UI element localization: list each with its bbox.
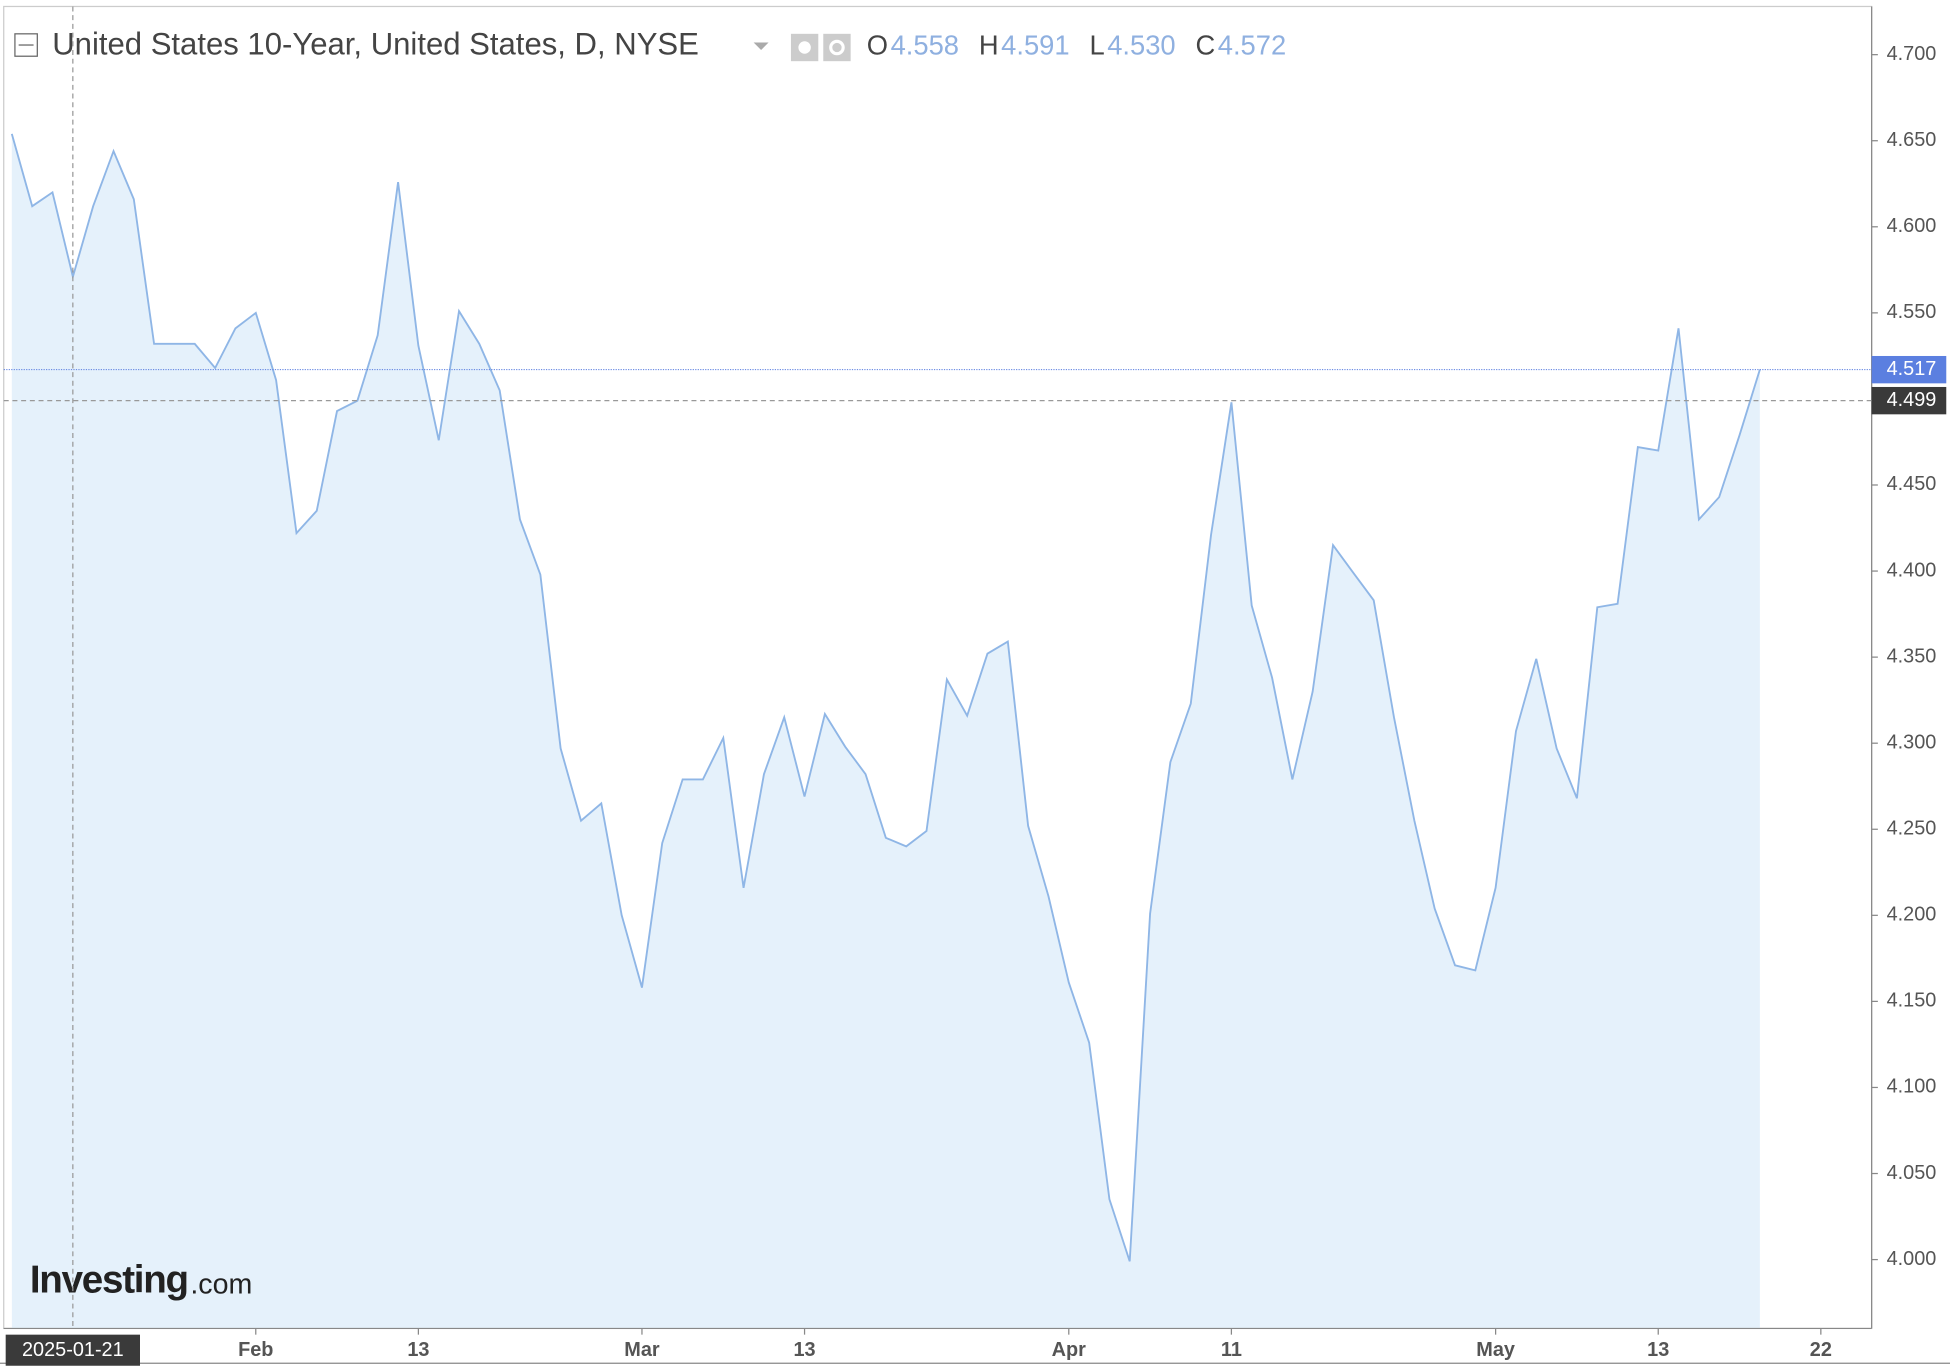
crosshair-x-box bbox=[5, 1334, 140, 1366]
x-tick-label: 11 bbox=[1221, 1339, 1242, 1361]
logo: Investing .com bbox=[30, 1259, 252, 1302]
ohlc-label: H bbox=[979, 30, 999, 61]
y-tick-label: 4.250 bbox=[1887, 818, 1937, 840]
dropdown-arrow[interactable] bbox=[753, 42, 769, 50]
y-tick-label: 4.450 bbox=[1887, 473, 1937, 495]
x-tick-label: 22 bbox=[1810, 1339, 1832, 1361]
ohlc-label: L bbox=[1089, 30, 1104, 61]
ohlc-label: O bbox=[867, 30, 888, 61]
y-tick-label: 4.700 bbox=[1887, 43, 1937, 65]
x-tick-label: May bbox=[1476, 1339, 1515, 1361]
crosshair-y-box bbox=[1871, 386, 1947, 415]
ohlc-value: 4.591 bbox=[1001, 30, 1069, 61]
x-tick-label: 13 bbox=[1647, 1339, 1669, 1361]
x-tick-label: 13 bbox=[794, 1339, 816, 1361]
settings-icon[interactable] bbox=[823, 33, 851, 62]
ohlc-value: 4.558 bbox=[891, 30, 959, 61]
y-tick-label: 4.300 bbox=[1887, 731, 1937, 753]
ohlc-label: C bbox=[1196, 30, 1216, 61]
y-tick-label: 4.050 bbox=[1887, 1162, 1937, 1184]
last-value-label: 4.517 bbox=[1887, 358, 1937, 380]
ohlc-value: 4.572 bbox=[1218, 30, 1286, 61]
y-tick-label: 4.200 bbox=[1887, 904, 1937, 926]
y-tick-label: 4.350 bbox=[1887, 645, 1937, 667]
last-value-box bbox=[1871, 355, 1947, 384]
y-tick-label: 4.150 bbox=[1887, 990, 1937, 1012]
plot bbox=[10, 133, 1761, 1329]
y-tick-label: 4.650 bbox=[1887, 129, 1937, 151]
y-tick-label: 4.600 bbox=[1887, 215, 1937, 237]
logo-main: Investing bbox=[30, 1259, 188, 1302]
y-tick-label: 4.100 bbox=[1887, 1076, 1937, 1098]
area bbox=[11, 133, 1760, 1329]
logo-suffix: .com bbox=[190, 1269, 252, 1301]
x-tick-label: Feb bbox=[238, 1339, 273, 1361]
y-tick-label: 4.550 bbox=[1887, 301, 1937, 323]
settings-icon-gear bbox=[829, 39, 845, 56]
x-tick-label: 13 bbox=[407, 1339, 429, 1361]
y-tick-label: 4.400 bbox=[1887, 559, 1937, 581]
x-tick-label: Mar bbox=[624, 1339, 660, 1361]
chart-title: United States 10-Year, United States, D,… bbox=[52, 26, 699, 61]
ohlc: O 4.558 H 4.591 L 4.530 C 4.572 bbox=[867, 30, 1286, 61]
ohlc-value: 4.530 bbox=[1107, 30, 1175, 61]
eye-icon-dot bbox=[798, 41, 811, 54]
crosshair-x-label: 2025-01-21 bbox=[22, 1339, 124, 1361]
y-tick-label: 4.000 bbox=[1887, 1248, 1937, 1270]
line bbox=[10, 133, 1761, 1262]
x-tick-label: Apr bbox=[1052, 1339, 1086, 1361]
crosshair-y-label: 4.499 bbox=[1887, 389, 1937, 411]
header: United States 10-Year, United States, D,… bbox=[14, 26, 1286, 62]
